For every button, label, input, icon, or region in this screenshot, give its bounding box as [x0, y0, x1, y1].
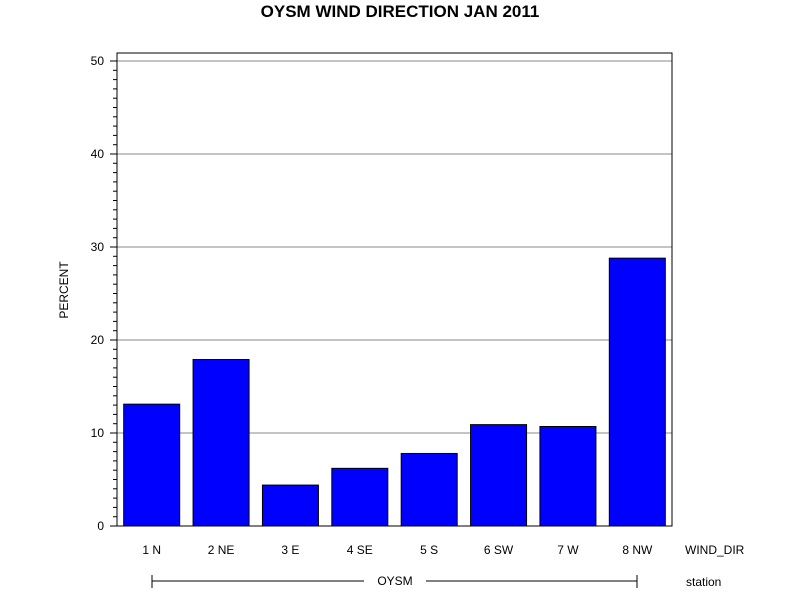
bar: [539, 425, 597, 527]
bar: [123, 403, 181, 527]
x-axis-label: WIND_DIR: [685, 543, 745, 557]
bar: [400, 452, 458, 527]
x-tick-label: 6 SW: [484, 543, 514, 557]
x-tick-label: 8 NW: [622, 543, 653, 557]
x-axis-ticks: 1 N 2 NE 3 E 4 SE 5 S 6 SW 7 W 8 NW: [142, 543, 653, 557]
bar: [331, 467, 389, 527]
chart-title: OYSM WIND DIRECTION JAN 2011: [261, 2, 540, 21]
y-minor-ticks: [113, 69, 117, 518]
x-tick-label: 5 S: [420, 543, 438, 557]
x-tick-label: 2 NE: [208, 543, 235, 557]
x-tick-label: 7 W: [557, 543, 579, 557]
group-axis-label: station: [686, 575, 721, 589]
y-axis-label: PERCENT: [57, 261, 71, 319]
y-tick-label: 40: [91, 147, 105, 161]
group-value-label: OYSM: [377, 574, 412, 588]
bar: [470, 424, 528, 527]
y-tick-label: 10: [91, 426, 105, 440]
bar: [192, 359, 250, 527]
plot-frame: [116, 52, 673, 527]
y-tick-label: 0: [97, 519, 104, 533]
y-tick-label: 50: [91, 54, 105, 68]
bars: [123, 257, 666, 527]
bar: [608, 257, 666, 527]
x-tick-label: 3 E: [281, 543, 299, 557]
x-tick-label: 1 N: [142, 543, 161, 557]
bar: [261, 484, 319, 527]
y-axis-ticks: 0 10 20 30 40 50: [91, 54, 117, 533]
x-tick-label: 4 SE: [347, 543, 373, 557]
y-tick-label: 30: [91, 240, 105, 254]
y-tick-label: 20: [91, 333, 105, 347]
